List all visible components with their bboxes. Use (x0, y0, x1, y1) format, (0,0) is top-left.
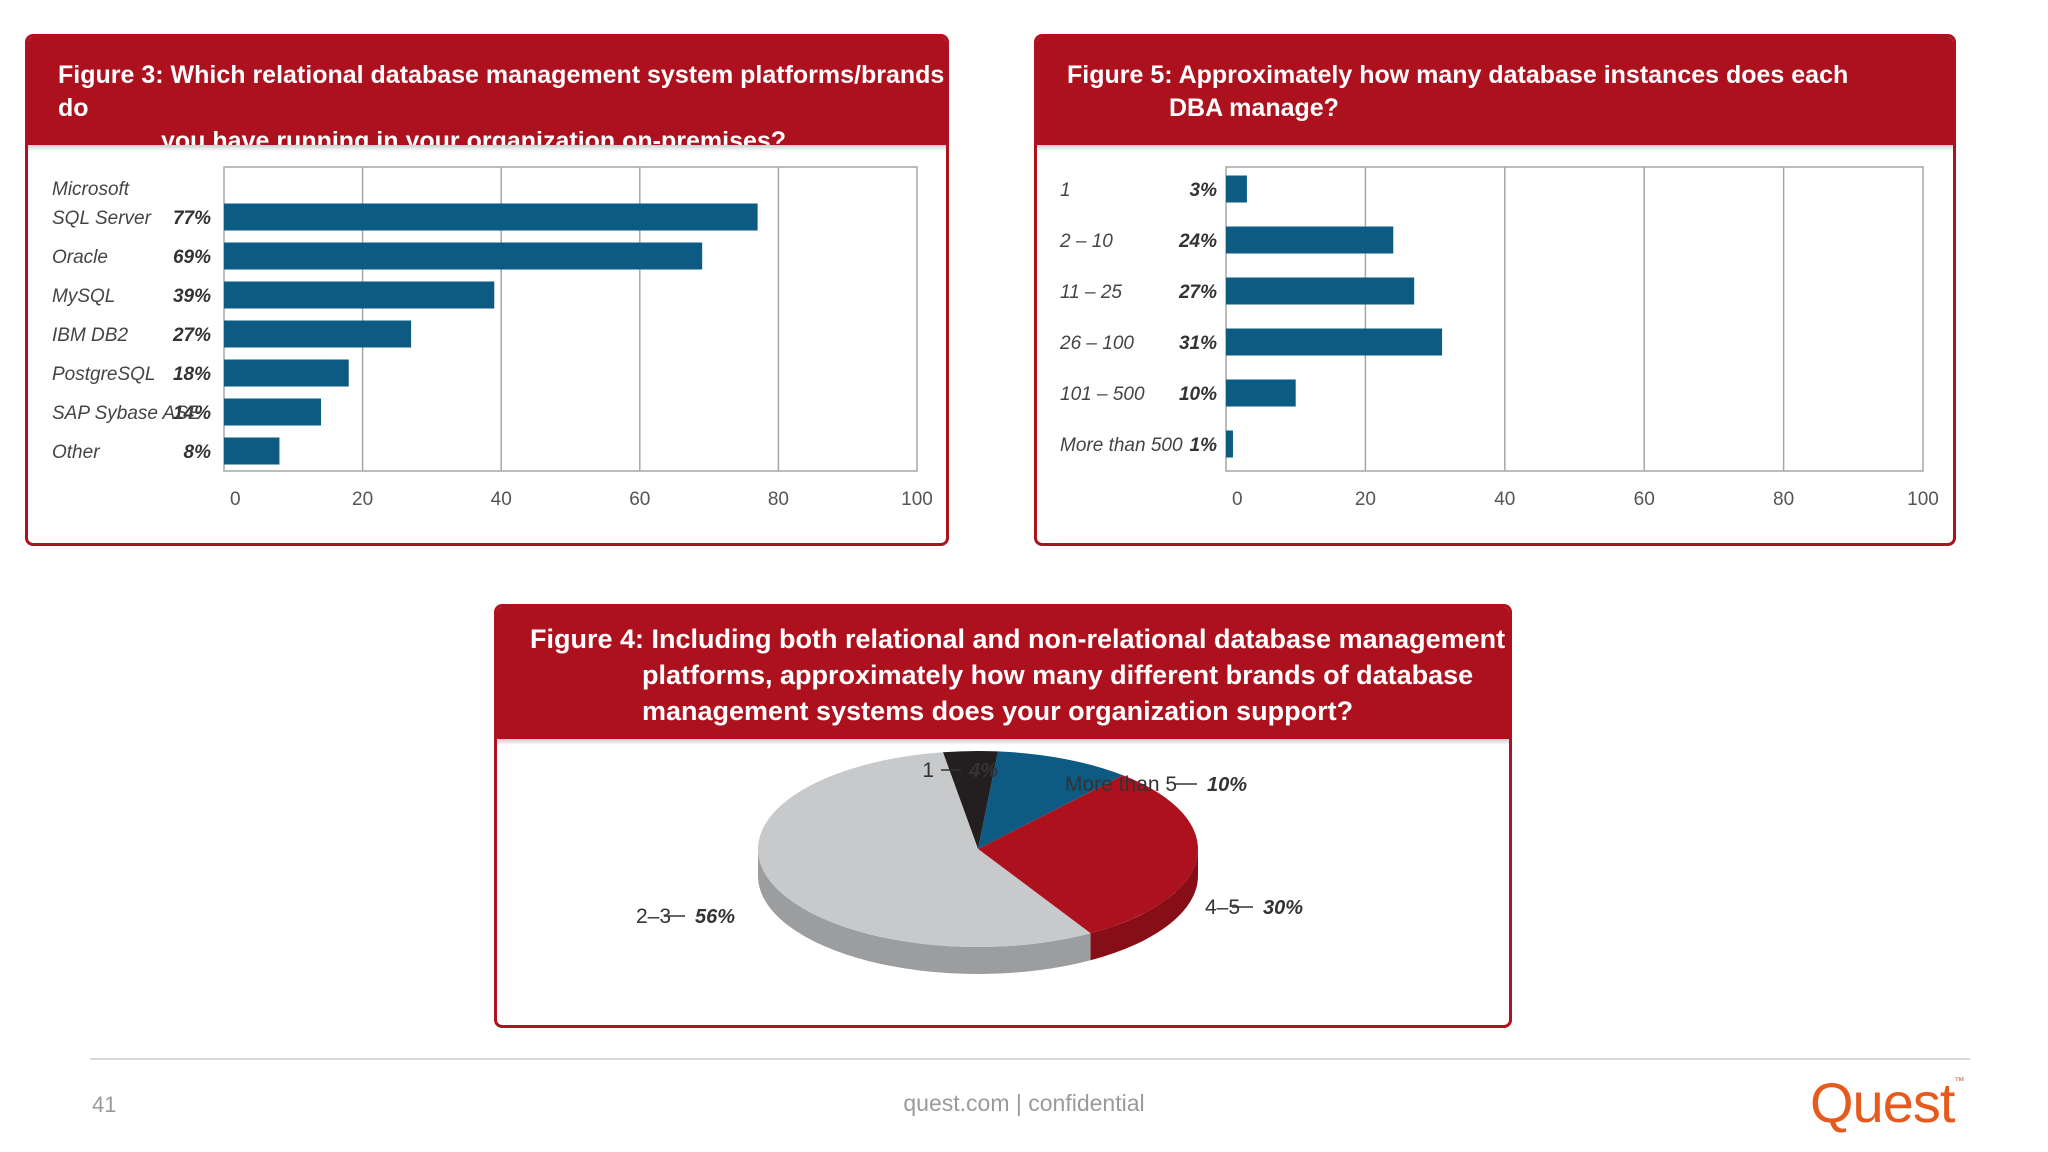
figure-5-title-line2: DBA manage? (1169, 94, 1339, 122)
pie-value-label: 4% (968, 760, 998, 782)
figure-4-panel: Figure 4: Including both relational and … (494, 604, 1512, 1028)
fig3-category-label: PostgreSQL (52, 364, 156, 385)
fig3-category-label: SQL Server (52, 208, 152, 229)
fig3-category-label: SAP Sybase ASE (52, 403, 201, 424)
fig3-tick-label: 80 (768, 489, 789, 510)
fig3-bar (224, 398, 322, 426)
figure-5-panel: Figure 5: Approximately how many databas… (1034, 34, 1956, 546)
figure-5-header: Figure 5: Approximately how many databas… (1037, 37, 1953, 151)
footer-divider (90, 1058, 1970, 1060)
fig3-bar (224, 320, 412, 348)
fig5-value-label: 31% (1179, 333, 1217, 354)
figure-4-header: Figure 4: Including both relational and … (497, 607, 1509, 745)
fig5-bar (1226, 175, 1247, 203)
fig3-tick-label: 100 (901, 489, 933, 510)
figure-3-chart: 0 20 40 60 80 100 77% Microsoft SQL Server 69% Ora… (52, 166, 933, 510)
pie-value-label: 30% (1263, 897, 1303, 919)
figure-3-header: Figure 3: Which relational database mana… (28, 37, 946, 155)
quest-logo: Quest™ (1810, 1071, 1964, 1134)
fig3-value-label: 77% (173, 208, 211, 229)
fig3-bar (224, 281, 495, 309)
fig3-category-label: IBM DB2 (52, 325, 128, 346)
fig3-tick-label: 40 (491, 489, 512, 510)
fig5-tick-label: 20 (1355, 489, 1376, 510)
pie-label: 1 (922, 759, 934, 782)
figure-3-title-line1: Figure 3: Which relational database mana… (58, 61, 945, 122)
fig5-category-label: 26 – 100 (1059, 333, 1134, 354)
figure-4-chart: 1 4% More than 5 10% 4–5 30% 2–3 56% (636, 751, 1303, 974)
pie-value-label: 10% (1207, 774, 1247, 796)
fig3-bar (224, 437, 280, 465)
footer-confidential: quest.com | confidential (903, 1090, 1145, 1116)
figure-4-title-line3: management systems does your organizatio… (642, 696, 1354, 726)
pie-value-label: 56% (695, 906, 735, 928)
fig3-bar (224, 203, 758, 231)
fig3-category-label: Other (52, 442, 100, 463)
figure-4-title-line1: Figure 4: Including both relational and … (530, 624, 1506, 654)
pie-slice-more-than-5 (978, 751, 1124, 849)
fig5-tick-label: 0 (1232, 489, 1243, 510)
fig5-bar (1226, 430, 1233, 458)
fig3-bar (224, 359, 349, 387)
fig3-value-label: 39% (173, 286, 211, 307)
fig3-tick-label: 20 (352, 489, 373, 510)
figure-5-chart: 0 20 40 60 80 100 3% 1 24% 2 – 10 27% 11 – 25 31% 26 … (1059, 166, 1939, 510)
fig5-bar (1226, 328, 1443, 356)
fig3-value-label: 8% (184, 442, 212, 463)
pie-slice-2–3 (758, 752, 1091, 947)
fig5-category-label: 101 – 500 (1060, 384, 1145, 405)
fig5-category-label: 11 – 25 (1060, 282, 1122, 303)
pie-slice-side (758, 849, 1091, 974)
fig3-category-label: Oracle (52, 247, 108, 268)
fig5-tick-label: 60 (1634, 489, 1655, 510)
fig3-tick-label: 60 (629, 489, 650, 510)
fig3-category-label: MySQL (52, 286, 115, 307)
pie-slice-1 (942, 751, 999, 849)
fig5-tick-label: 100 (1907, 489, 1939, 510)
fig3-category-label: Microsoft (52, 179, 130, 200)
fig3-value-label: 18% (173, 364, 211, 385)
fig5-bar (1226, 379, 1296, 407)
fig3-tick-label: 0 (230, 489, 241, 510)
fig5-plot-frame (1225, 166, 1924, 472)
fig5-value-label: 1% (1190, 435, 1218, 456)
fig5-value-label: 3% (1190, 180, 1218, 201)
pie-slice-4–5 (978, 775, 1198, 934)
pie-slice-side (1090, 849, 1198, 961)
fig5-category-label: 2 – 10 (1059, 231, 1113, 252)
fig5-value-label: 10% (1179, 384, 1217, 405)
fig5-value-label: 27% (1178, 282, 1217, 303)
figure-3-panel: Figure 3: Which relational database mana… (25, 34, 949, 546)
fig5-category-label: 1 (1060, 180, 1071, 201)
figure-5-title-line1: Figure 5: Approximately how many databas… (1067, 61, 1849, 89)
fig3-value-label: 14% (173, 403, 211, 424)
fig5-value-label: 24% (1178, 231, 1217, 252)
pie-label: 2–3 (636, 905, 671, 928)
quest-logo-text: Quest (1810, 1071, 1955, 1134)
figure-4-title-line2: platforms, approximately how many differ… (642, 660, 1474, 690)
fig3-value-label: 27% (172, 325, 211, 346)
fig5-bar (1226, 226, 1394, 254)
fig5-bar (1226, 277, 1415, 305)
fig5-tick-label: 40 (1494, 489, 1515, 510)
pie-label: 4–5 (1205, 896, 1240, 919)
fig3-bar (224, 242, 703, 270)
fig3-plot-frame (223, 166, 918, 472)
pie-label: More than 5 (1065, 773, 1177, 796)
page-number: 41 (92, 1092, 117, 1117)
fig5-category-label: More than 500 (1060, 435, 1183, 456)
fig3-value-label: 69% (173, 247, 211, 268)
fig5-tick-label: 80 (1773, 489, 1794, 510)
